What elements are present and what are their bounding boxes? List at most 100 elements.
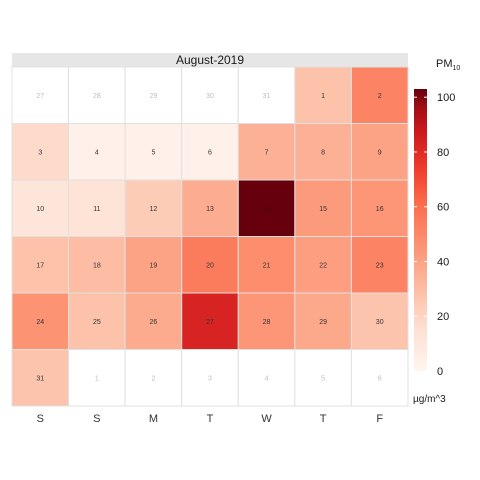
- day-number: 18: [93, 262, 101, 269]
- heatmap-tile: [237, 123, 296, 181]
- day-number: 29: [319, 319, 327, 326]
- day-number: 1: [321, 93, 325, 100]
- heatmap-tile: [237, 292, 296, 350]
- calendar-cell: 11: [68, 179, 126, 237]
- day-number: 3: [208, 375, 212, 382]
- calendar-cell: 1: [294, 66, 352, 124]
- weekday-label: T: [207, 413, 214, 425]
- day-number: 6: [378, 375, 382, 382]
- day-number: 12: [150, 206, 158, 213]
- day-number: 27: [36, 93, 44, 100]
- legend-color-bar: [414, 89, 427, 371]
- heatmap-tile: [181, 179, 239, 237]
- heatmap-tile: [181, 236, 239, 294]
- day-number: 4: [265, 375, 269, 382]
- day-number: 28: [263, 319, 271, 326]
- calendar-cell: 25: [68, 292, 126, 350]
- day-number: 10: [36, 206, 44, 213]
- day-number: 30: [206, 93, 214, 100]
- heatmap-tile: [11, 349, 70, 407]
- calendar-cell: 21: [237, 236, 296, 294]
- calendar-cell: 24: [11, 292, 70, 350]
- calendar-cell: 22: [294, 236, 352, 294]
- heatmap-tile: [181, 292, 239, 350]
- heatmap-tile: [237, 179, 296, 237]
- day-number: 3: [38, 149, 42, 156]
- day-number: 29: [150, 93, 158, 100]
- heatmap-tile: [350, 236, 409, 294]
- day-number: 21: [263, 262, 271, 269]
- calendar-cell: 31: [237, 66, 296, 124]
- heatmap-tile: [350, 66, 409, 124]
- calendar-cell: 5: [294, 349, 352, 407]
- calendar-cell: 29: [294, 292, 352, 350]
- calendar-cell: 12: [124, 179, 183, 237]
- day-number: 28: [93, 93, 101, 100]
- heatmap-tile: [124, 349, 183, 407]
- calendar-cell: 28: [68, 66, 126, 124]
- heatmap-tile: [68, 349, 126, 407]
- day-number: 11: [93, 206, 100, 213]
- calendar-cell: 3: [181, 349, 239, 407]
- day-number: 9: [378, 149, 382, 156]
- weekday-label: S: [93, 413, 100, 425]
- legend-tick-label: 80: [437, 147, 449, 159]
- weekday-label: S: [37, 413, 44, 425]
- calendar-cell: 18: [68, 236, 126, 294]
- calendar-cell: 8: [294, 123, 352, 181]
- day-number: 31: [263, 93, 271, 100]
- heatmap-tile: [11, 292, 70, 350]
- calendar-cell: 4: [68, 123, 126, 181]
- day-number: 5: [321, 375, 325, 382]
- legend-tick-label: 20: [437, 311, 449, 323]
- heatmap-tile: [68, 123, 126, 181]
- calendar-cell: 20: [181, 236, 239, 294]
- weekday-label: M: [149, 413, 158, 425]
- calendar-cell: 7: [237, 123, 296, 181]
- calendar-cell: 16: [350, 179, 409, 237]
- heatmap-tile: [294, 236, 352, 294]
- calendar-cell: 26: [124, 292, 183, 350]
- day-number: 13: [206, 206, 214, 213]
- day-number: 16: [376, 206, 384, 213]
- calendar-cell: 14: [237, 179, 296, 237]
- heatmap-tile: [294, 66, 352, 124]
- calendar-cell: 6: [181, 123, 239, 181]
- weekday-label: T: [320, 413, 327, 425]
- day-number: 4: [95, 149, 99, 156]
- heatmap-tile: [294, 123, 352, 181]
- heatmap-tile: [124, 292, 183, 350]
- calendar-cell: 27: [181, 292, 239, 350]
- legend-unit: µg/m^3: [413, 394, 446, 405]
- calendar-cell: 30: [350, 292, 409, 350]
- calendar-cell: 2: [350, 66, 409, 124]
- day-number: 2: [378, 93, 382, 100]
- day-number: 6: [208, 149, 212, 156]
- calendar-cell: 13: [181, 179, 239, 237]
- calendar-cell: 4: [237, 349, 296, 407]
- legend-tick-label: 100: [437, 92, 455, 104]
- legend-title-main: PM: [436, 58, 453, 70]
- legend-title-subscript: 10: [453, 65, 461, 72]
- calendar-cell: 23: [350, 236, 409, 294]
- heatmap-tile: [237, 66, 296, 124]
- calendar-cell: 28: [237, 292, 296, 350]
- calendar-cell: 19: [124, 236, 183, 294]
- day-number: 30: [376, 319, 384, 326]
- heatmap-tile: [11, 236, 70, 294]
- day-number: 8: [321, 149, 325, 156]
- calendar-cell: 6: [350, 349, 409, 407]
- day-number: 15: [319, 206, 327, 213]
- legend-tick-label: 0: [437, 366, 443, 378]
- heatmap-tile: [350, 292, 409, 350]
- day-number: 22: [319, 262, 327, 269]
- calendar-cell: 5: [124, 123, 183, 181]
- day-number: 5: [151, 149, 155, 156]
- color-legend: PM10 0 20 40 60 80 100 µg/m^3: [413, 58, 460, 405]
- day-number: 19: [150, 262, 158, 269]
- calendar-cell: 29: [124, 66, 183, 124]
- heatmap-tile: [181, 123, 239, 181]
- legend-tick-label: 60: [437, 202, 449, 214]
